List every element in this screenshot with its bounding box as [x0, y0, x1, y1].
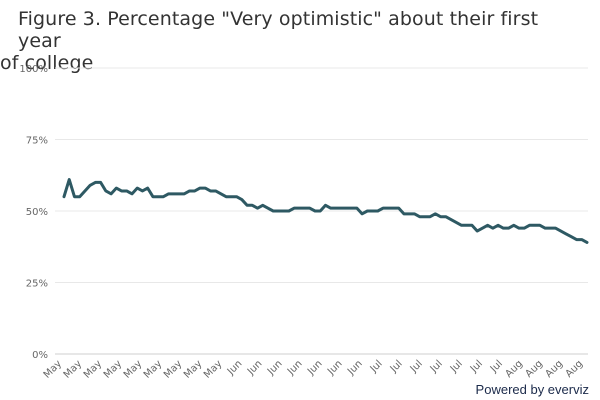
y-axis-tick-labels: 0% 25% 50% 75% 100%	[19, 64, 48, 361]
x-tick-label: Jul	[408, 358, 425, 375]
x-tick-label: Aug	[543, 358, 565, 380]
x-tick-label: Jun	[245, 358, 265, 378]
x-tick-label: May	[182, 358, 204, 380]
x-tick-label: Jul	[468, 358, 485, 375]
x-tick-label: Jul	[388, 358, 405, 375]
x-tick-label: Jun	[225, 358, 245, 378]
x-tick-label: Jul	[428, 358, 445, 375]
x-tick-label: Jul	[448, 358, 465, 375]
series-layer	[62, 178, 589, 244]
x-tick-label: Jun	[305, 358, 325, 378]
x-tick-label: May	[202, 358, 224, 380]
y-tick-label: 100%	[19, 64, 48, 75]
x-tick-label: May	[102, 358, 124, 380]
y-tick-label: 75%	[26, 136, 48, 147]
series-line-0	[62, 178, 589, 244]
x-tick-label: Jun	[265, 358, 285, 378]
x-tick-label: Aug	[564, 358, 586, 380]
x-tick-label: Aug	[503, 358, 525, 380]
x-tick-label: Jun	[325, 358, 345, 378]
x-tick-label: Jul	[368, 358, 385, 375]
x-tick-label: Aug	[523, 358, 545, 380]
x-tick-label: May	[62, 358, 84, 380]
credits-link[interactable]: Powered by everviz	[475, 382, 589, 397]
chart-title: Figure 3. Percentage "Very optimistic" a…	[0, 8, 560, 74]
x-tick-label: May	[42, 358, 64, 380]
x-tick-label: May	[82, 358, 104, 380]
x-tick-label: May	[122, 358, 144, 380]
y-tick-label: 0%	[32, 350, 48, 361]
y-tick-label: 25%	[26, 279, 48, 290]
chart-title-line-1: Figure 3. Percentage "Very optimistic" a…	[18, 8, 539, 52]
y-tick-label: 50%	[26, 207, 48, 218]
x-tick-label: Jun	[345, 358, 365, 378]
x-tick-label: May	[162, 358, 184, 380]
x-tick-label: Jun	[285, 358, 305, 378]
x-tick-label: Jul	[488, 358, 505, 375]
x-tick-label: May	[142, 358, 164, 380]
gridlines	[55, 67, 588, 355]
